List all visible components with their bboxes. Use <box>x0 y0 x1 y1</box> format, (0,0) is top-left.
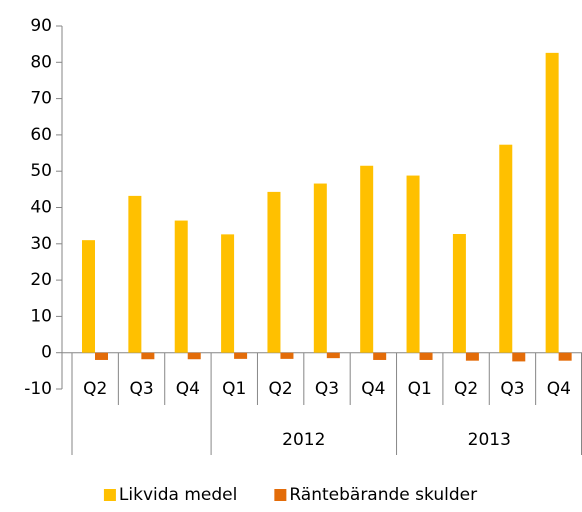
x-tick-label: Q4 <box>361 379 385 399</box>
x-tick-label: Q2 <box>269 379 293 399</box>
x-tick-label: Q1 <box>222 379 246 399</box>
y-tick-label: 40 <box>30 198 52 218</box>
x-tick-label: Q2 <box>454 379 478 399</box>
bar <box>234 352 248 359</box>
y-tick-label: 50 <box>30 161 52 181</box>
y-tick-label: 20 <box>30 270 52 290</box>
y-tick-label: 80 <box>30 52 52 72</box>
bar <box>82 240 95 353</box>
y-tick-label: -10 <box>24 379 52 399</box>
bar <box>95 352 108 360</box>
y-tick-label: 60 <box>30 125 52 145</box>
x-tick-label: Q3 <box>129 379 153 399</box>
legend-label: Likvida medel <box>119 485 237 505</box>
bar <box>128 195 142 353</box>
bar <box>360 165 374 353</box>
bar <box>406 175 420 353</box>
bar <box>512 352 526 362</box>
bar <box>545 52 559 353</box>
bar <box>187 352 201 360</box>
bar <box>267 191 281 353</box>
bar <box>499 144 513 353</box>
x-tick-label: Q4 <box>176 379 200 399</box>
bar <box>280 352 294 359</box>
bar <box>221 234 235 353</box>
bar <box>558 352 572 361</box>
legend-label: Räntebärande skulder <box>289 485 477 505</box>
x-tick-label: Q2 <box>83 379 107 399</box>
bar <box>373 352 387 360</box>
group-label: 2013 <box>468 430 511 450</box>
legend-swatch <box>103 489 116 501</box>
legend-swatch <box>274 489 287 501</box>
bar <box>419 352 433 360</box>
bar <box>174 220 188 353</box>
y-tick-label: 90 <box>30 16 52 36</box>
bar <box>452 233 466 353</box>
x-tick-label: Q3 <box>315 379 339 399</box>
y-tick-label: 70 <box>30 89 52 109</box>
bar <box>313 183 327 353</box>
bar <box>326 352 340 359</box>
x-tick-label: Q1 <box>408 379 432 399</box>
x-tick-label: Q4 <box>547 379 571 399</box>
bar <box>465 352 479 361</box>
x-tick-label: Q3 <box>500 379 524 399</box>
y-tick-label: 10 <box>30 306 52 326</box>
y-tick-label: 0 <box>41 343 52 363</box>
y-tick-label: 30 <box>30 234 52 254</box>
group-label: 2012 <box>282 430 325 450</box>
bar <box>141 352 155 360</box>
